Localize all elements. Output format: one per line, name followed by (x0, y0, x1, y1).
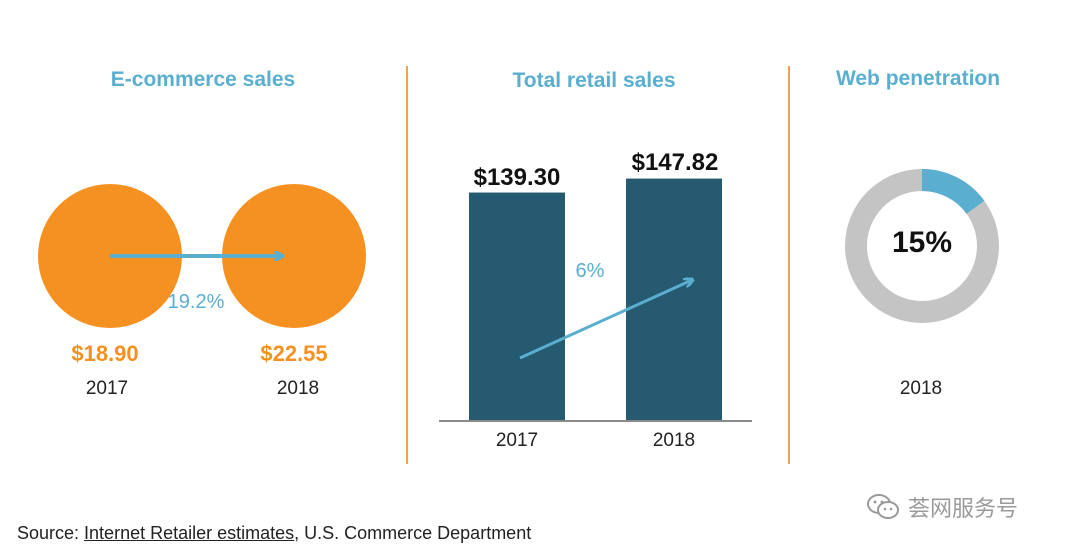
retail-year-2017: 2017 (495, 430, 539, 451)
bar-2018 (626, 178, 722, 421)
retail-value-2017: $139.30 (473, 164, 561, 191)
watermark: 荟网服务号 (866, 491, 1018, 523)
retail-growth-label: 6% (575, 260, 605, 282)
retail-title: Total retail sales (512, 69, 676, 92)
divider-left (406, 66, 408, 464)
ecommerce-year-2017: 2017 (85, 378, 129, 399)
ecommerce-value-2017: $18.90 (71, 341, 139, 366)
source-prefix: Source: (17, 523, 85, 543)
watermark-text: 荟网服务号 (908, 496, 1019, 521)
ecommerce-value-2018: $22.55 (260, 341, 328, 366)
bar-2017 (469, 192, 565, 421)
ecommerce-year-2018: 2018 (276, 378, 320, 399)
web-title: Web penetration (835, 67, 1001, 90)
source-suffix: , U.S. Commerce Department (294, 523, 532, 543)
bubble-2018 (222, 184, 366, 328)
wechat-icon (867, 494, 899, 519)
source-link[interactable]: Internet Retailer estimates (84, 523, 295, 543)
ecommerce-growth-label: 19.2% (167, 291, 225, 313)
divider-right (788, 66, 790, 464)
ecommerce-title: E-commerce sales (110, 68, 296, 91)
web-year-2018: 2018 (899, 378, 943, 399)
retail-growth-arrow (519, 280, 692, 360)
donut-web-slice (845, 169, 999, 323)
source-note: Source: Internet Retailer estimates, U.S… (17, 523, 531, 544)
donut-center-label: 15% (891, 226, 953, 259)
retail-year-2018: 2018 (652, 430, 696, 451)
retail-value-2018: $147.82 (631, 149, 719, 176)
